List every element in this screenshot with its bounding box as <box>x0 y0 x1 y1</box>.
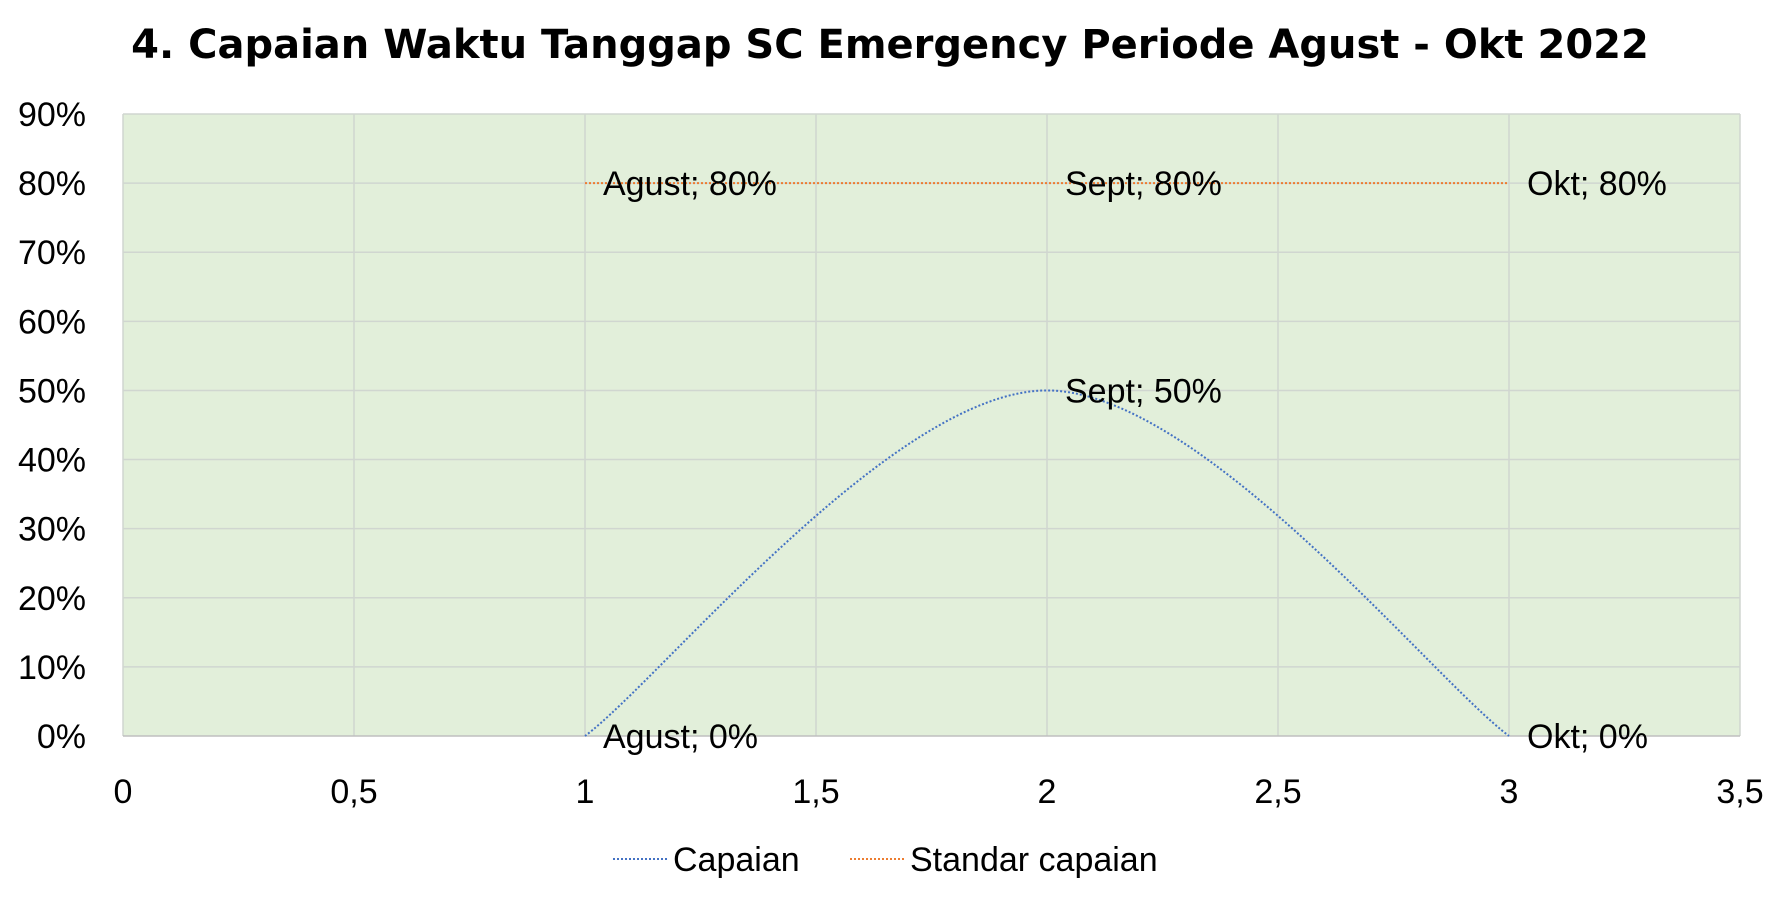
x-tick-label: 1,5 <box>792 773 839 811</box>
y-tick-label: 80% <box>18 165 86 203</box>
y-axis-tick-labels: 0% 10% 20% 30% 40% 50% 60% 70% 80% 90% <box>18 96 86 756</box>
legend-label: Standar capaian <box>910 841 1158 879</box>
y-tick-label: 40% <box>18 442 86 480</box>
x-tick-label: 2,5 <box>1254 773 1301 811</box>
y-tick-label: 0% <box>37 718 86 756</box>
data-label: Agust; 80% <box>603 165 777 203</box>
plot-area <box>123 114 1740 736</box>
y-tick-label: 30% <box>18 511 86 549</box>
series-line-1 <box>584 389 1510 737</box>
data-label: Agust; 0% <box>603 718 758 756</box>
x-tick-label: 3 <box>1500 773 1519 811</box>
legend-label: Capaian <box>673 841 800 879</box>
y-tick-label: 10% <box>18 649 86 687</box>
x-tick-label: 1 <box>576 773 595 811</box>
x-tick-label: 3,5 <box>1716 773 1763 811</box>
data-label: Okt; 80% <box>1527 165 1667 203</box>
data-label: Sept; 50% <box>1065 372 1222 410</box>
series-lines <box>584 182 1510 737</box>
y-tick-label: 70% <box>18 234 86 272</box>
legend: Capaian Standar capaian <box>613 841 1158 879</box>
y-tick-label: 20% <box>18 580 86 618</box>
x-axis-tick-labels: 0 0,5 1 1,5 2 2,5 3 3,5 <box>114 773 1764 811</box>
data-label: Okt; 0% <box>1527 718 1648 756</box>
x-tick-label: 0 <box>114 773 133 811</box>
y-tick-label: 50% <box>18 372 86 410</box>
gridlines <box>122 113 1741 737</box>
data-label: Sept; 80% <box>1065 165 1222 203</box>
x-tick-label: 2 <box>1038 773 1057 811</box>
y-tick-label: 90% <box>18 96 86 134</box>
chart-title: 4. Capaian Waktu Tanggap SC Emergency Pe… <box>131 22 1649 68</box>
data-labels: Agust; 0% Sept; 50% Okt; 0% Agust; 80% Sept;… <box>603 165 1667 756</box>
x-tick-label: 0,5 <box>330 773 377 811</box>
y-tick-label: 60% <box>18 303 86 341</box>
